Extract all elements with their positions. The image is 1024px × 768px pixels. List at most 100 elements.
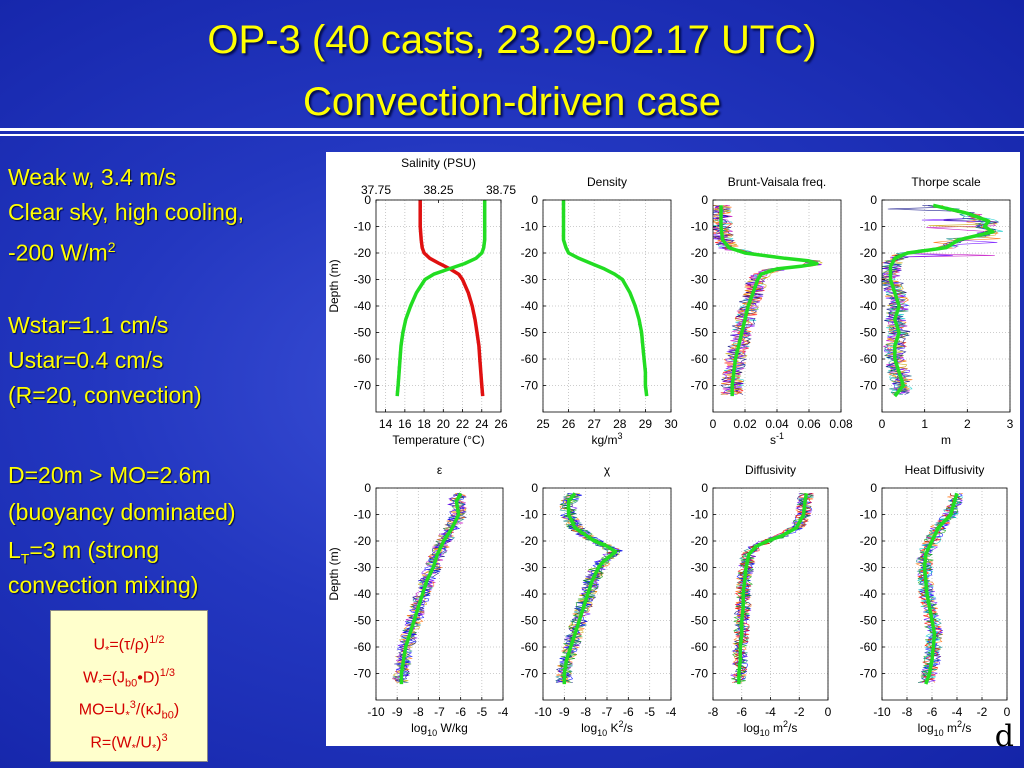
cast-trace: [561, 199, 648, 395]
note-thorpe: LT=3 m (strong: [8, 535, 159, 574]
x-tick-label: 0: [710, 417, 717, 431]
y-tick-label: -20: [860, 246, 878, 260]
y-tick-label: -40: [354, 299, 372, 313]
note-flux-exp: 2: [107, 239, 116, 255]
note-thorpe-cont: convection mixing): [8, 572, 199, 598]
x-tick-label: 2: [964, 417, 971, 431]
x-axis-label-chi: log10 K2/s: [581, 719, 633, 738]
cast-trace: [559, 493, 621, 683]
y-tick-label: -60: [860, 352, 878, 366]
cast-trace: [917, 493, 964, 683]
series-line-brunt-vaisala-0: [719, 205, 819, 397]
series-line-salinity-temperature-0: [418, 200, 485, 397]
x-tick-label: -6: [623, 705, 634, 719]
y-tick-label: -40: [521, 587, 539, 601]
y-tick-label: -40: [860, 299, 878, 313]
x-tick-label: -10: [534, 705, 552, 719]
x-axis-label-density: kg/m3: [591, 431, 622, 447]
formula-r: R=(W*/U*)3: [90, 731, 168, 755]
x-tick-label: -8: [708, 705, 719, 719]
y-tick-label: -30: [860, 273, 878, 287]
y-tick-label: -20: [354, 246, 372, 260]
y-tick-label: -50: [691, 326, 709, 340]
x-tick-label: -6: [736, 705, 747, 719]
y-tick-label: 0: [870, 193, 877, 207]
x-tick-label: 30: [664, 417, 678, 431]
y-tick-label: -20: [691, 246, 709, 260]
x-axis-label-thorpe-scale: m: [941, 433, 951, 447]
y-tick-label: 0: [701, 481, 708, 495]
x-tick-label: -4: [666, 705, 677, 719]
panel-title-density: Density: [587, 175, 627, 189]
y-tick-label: -70: [860, 379, 878, 393]
series-line-chi-0: [562, 492, 618, 685]
x-tick-label: -10: [367, 705, 385, 719]
y-tick-label: -30: [691, 273, 709, 287]
y-tick-label: -70: [354, 379, 372, 393]
formula-wstar: W*=(Jb0•D)1/3: [82, 666, 176, 690]
series-line-epsilon-0: [399, 492, 463, 685]
x-tick-label: -2: [794, 705, 805, 719]
note-flux-value: -200 W/m: [8, 239, 108, 266]
x-tick-label: 25: [536, 417, 550, 431]
note-ustar: Ustar=0.4 cm/s: [8, 347, 164, 373]
series-line-salinity-temperature-1: [395, 200, 487, 397]
y-tick-label: 0: [701, 193, 708, 207]
panel-title-heat-diffusivity: Heat Diffusivity: [905, 463, 985, 477]
cast-trace: [555, 493, 618, 683]
y-tick-label: -10: [354, 220, 372, 234]
y-tick-label: -60: [354, 352, 372, 366]
y-tick-label: -20: [860, 534, 878, 548]
y-tick-label: -10: [691, 220, 709, 234]
y-tick-label: -40: [691, 587, 709, 601]
y-tick-label: -20: [354, 534, 372, 548]
x-axis-label-diffusivity: log10 m2/s: [744, 719, 798, 738]
x-tick-label: 16: [398, 417, 412, 431]
series-line-heat-diffusivity-0: [922, 492, 959, 685]
series-line-thorpe-scale-0: [888, 203, 995, 398]
panel-title-salinity-temperature: Salinity (PSU): [401, 156, 476, 170]
formula-box: U*=(τ/ρ)1/2 W*=(Jb0•D)1/3 MO=U*3/(κJb0) …: [50, 610, 208, 762]
x-tick-label: 0.04: [765, 417, 789, 431]
cast-trace: [395, 199, 487, 395]
y-tick-label: -60: [691, 352, 709, 366]
cast-trace: [395, 199, 487, 395]
y-tick-label: -70: [521, 667, 539, 681]
panel-title-epsilon: ε: [437, 463, 443, 477]
x-tick-label: 0.06: [797, 417, 821, 431]
y-axis-label-salinity-temperature: Depth (m): [327, 259, 341, 312]
slide-title-line-1: OP-3 (40 casts, 23.29-02.17 UTC): [207, 18, 817, 62]
x-tick-label: 0.08: [829, 417, 853, 431]
y-tick-label: -50: [521, 326, 539, 340]
y-tick-label: -70: [521, 379, 539, 393]
panel-title-chi: χ: [604, 463, 611, 477]
series-line-density-0: [561, 200, 649, 397]
y-tick-label: -40: [860, 587, 878, 601]
slide-title-line-2: Convection-driven case: [303, 80, 721, 124]
x-tick-label: -9: [392, 705, 403, 719]
formula-mo: MO=U*3/(κJb0): [78, 699, 180, 722]
x-tick-label: -6: [455, 705, 466, 719]
x-tick-label: 0.02: [733, 417, 757, 431]
cast-trace: [418, 199, 485, 396]
cast-trace: [732, 493, 814, 683]
y-tick-label: -50: [691, 614, 709, 628]
top-tick-label: 37.75: [361, 183, 391, 197]
x-tick-label: 18: [417, 417, 431, 431]
y-tick-label: 0: [531, 193, 538, 207]
corner-letter: d: [994, 719, 1014, 754]
x-axis-label-heat-diffusivity: log10 m2/s: [918, 719, 972, 738]
cast-trace: [561, 199, 649, 396]
y-tick-label: -30: [521, 273, 539, 287]
x-tick-label: -4: [952, 705, 963, 719]
x-tick-label: 26: [562, 417, 576, 431]
cast-trace: [396, 199, 487, 395]
y-tick-label: -30: [860, 561, 878, 575]
panel-title-diffusivity: Diffusivity: [745, 463, 796, 477]
x-axis-label-salinity-temperature: Temperature (°C): [392, 433, 484, 447]
y-tick-label: -60: [860, 640, 878, 654]
cast-trace: [396, 199, 487, 395]
panel-title-thorpe-scale: Thorpe scale: [911, 175, 981, 189]
y-tick-label: -50: [354, 326, 372, 340]
cast-trace: [561, 200, 648, 395]
